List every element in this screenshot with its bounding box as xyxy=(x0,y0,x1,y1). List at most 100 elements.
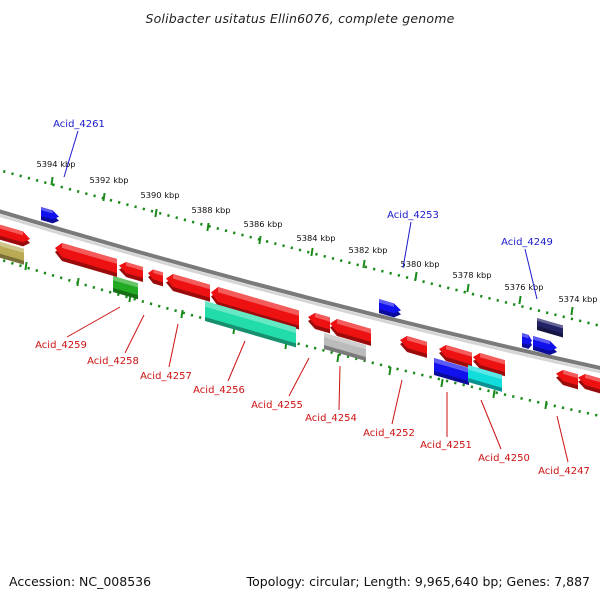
gene-plus-small xyxy=(522,333,532,349)
genome-summary-text: Topology: circular; Length: 9,965,640 bp… xyxy=(246,574,590,589)
scale-tick-inner-9 xyxy=(492,389,496,399)
gene-label-Acid_4259: Acid_4259 xyxy=(35,340,87,351)
gene-plus-small-highlight xyxy=(522,333,529,339)
scale-tick-outer-4 xyxy=(258,235,262,245)
gene-minus-4252 xyxy=(400,336,427,358)
scale-tick-inner-1 xyxy=(76,277,80,287)
scale-tick-inner-10 xyxy=(544,400,548,410)
scale-tick-inner-6 xyxy=(336,353,340,363)
gene-minus-4256-highlight xyxy=(218,287,299,316)
gene-label-Acid_4261: Acid_4261 xyxy=(53,119,105,130)
scale-tick-outer-1 xyxy=(102,192,106,202)
scale-tick-outer-8 xyxy=(466,283,470,293)
gene-plus-4261 xyxy=(41,207,59,224)
scale-tick-outer-7 xyxy=(414,271,418,281)
gene-blue-4251 xyxy=(434,358,469,386)
gene-minus-4251-highlight xyxy=(446,345,472,357)
scale-tick-outer-3 xyxy=(206,222,210,232)
gene-minus-4254 xyxy=(330,319,371,346)
scale-tick-outer-5 xyxy=(310,247,314,257)
scale-tick-inner-8 xyxy=(440,378,444,388)
gene-cyan-4250-highlight xyxy=(468,365,502,380)
gene-minus-4254-highlight xyxy=(337,319,371,334)
gene-plus-4249 xyxy=(533,336,557,355)
gene-minus-4247b-highlight xyxy=(585,374,600,383)
scale-label-10: 5374 kbp xyxy=(558,294,597,304)
gene-minus-4259 xyxy=(55,243,117,277)
gene-label-Acid_4255: Acid_4255 xyxy=(251,400,303,411)
scale-label-1: 5392 kbp xyxy=(89,175,128,185)
scale-track-outer xyxy=(0,169,600,328)
gene-minus-4259-highlight xyxy=(62,243,117,264)
gene-minus-4251 xyxy=(439,345,472,369)
gene-labels: Acid_4261Acid_4253Acid_4249Acid_4259Acid… xyxy=(35,119,590,477)
leader-Acid_4258 xyxy=(124,314,145,354)
gene-label-Acid_4256: Acid_4256 xyxy=(193,385,245,396)
gene-minus-4247b xyxy=(578,374,600,394)
gene-minus-4247-highlight xyxy=(563,370,578,379)
gene-teal-4256-highlight xyxy=(205,301,296,333)
gene-minus-4255 xyxy=(308,313,330,334)
scale-label-2: 5390 kbp xyxy=(140,190,179,200)
backbone-shadow xyxy=(0,213,600,374)
leader-Acid_4249 xyxy=(524,248,538,300)
leader-Acid_4253 xyxy=(402,221,412,269)
gene-olive-edge xyxy=(0,241,24,265)
gene-minus-4251-face xyxy=(439,345,472,365)
gene-minus-4256-face xyxy=(211,287,299,326)
leader-Acid_4256 xyxy=(227,340,246,382)
leader-Acid_4255 xyxy=(288,357,310,397)
gene-navy-4249-highlight xyxy=(537,318,563,329)
scale-tick-outer-0 xyxy=(50,176,54,186)
leader-Acid_4257 xyxy=(168,323,179,368)
genome-backbone xyxy=(0,209,600,374)
scale-label-4: 5386 kbp xyxy=(243,219,282,229)
scale-label-3: 5388 kbp xyxy=(191,205,230,215)
gene-label-Acid_4253: Acid_4253 xyxy=(387,210,439,221)
gene-minus-4254-face xyxy=(330,319,371,342)
gene-minus-edge-highlight xyxy=(0,224,23,236)
gene-navy-4249 xyxy=(537,318,563,338)
leader-Acid_4250 xyxy=(480,399,502,450)
gene-label-Acid_4258: Acid_4258 xyxy=(87,356,139,367)
accession-text: Accession: NC_008536 xyxy=(9,574,151,589)
scale-label-7: 5380 kbp xyxy=(400,259,439,269)
leader-Acid_4259 xyxy=(66,306,121,338)
gene-blue-4251-highlight xyxy=(434,358,469,373)
leader-Acid_4252 xyxy=(391,379,403,425)
gene-plus-4261-highlight xyxy=(41,207,53,214)
gene-minus-4256a-highlight xyxy=(173,274,210,290)
gene-minus-4259-face xyxy=(55,243,117,273)
leader-Acid_4247 xyxy=(556,415,569,463)
scale-dots-outer xyxy=(0,169,600,328)
gene-plus-4253-highlight xyxy=(379,299,394,307)
gene-label-Acid_4249: Acid_4249 xyxy=(501,237,553,248)
scale-labels: 5394 kbp 5392 kbp 5390 kbp 5388 kbp 5386 kbp… xyxy=(36,159,597,304)
scale-tick-outer-9 xyxy=(518,295,522,305)
scale-label-5: 5384 kbp xyxy=(296,233,335,243)
gene-plus-4253 xyxy=(379,299,401,318)
gene-green-4258-highlight xyxy=(113,276,138,288)
gene-plus-4249-highlight xyxy=(533,336,550,345)
gene-label-Acid_4250: Acid_4250 xyxy=(478,453,530,464)
gene-minus-4256 xyxy=(211,287,299,330)
gene-grey-4254-highlight xyxy=(324,333,366,350)
gene-minus-4247 xyxy=(556,370,578,390)
gene-minus-4250 xyxy=(473,353,505,377)
gene-minus-4257-highlight xyxy=(153,269,163,276)
scale-label-9: 5376 kbp xyxy=(504,282,543,292)
gene-minus-4259b-highlight xyxy=(126,262,143,271)
gene-label-leaders xyxy=(63,130,569,463)
gene-label-Acid_4254: Acid_4254 xyxy=(305,413,357,424)
gene-label-Acid_4251: Acid_4251 xyxy=(420,440,472,451)
gene-label-Acid_4257: Acid_4257 xyxy=(140,371,192,382)
gene-minus-4259b xyxy=(119,262,143,282)
scale-tick-inner-3 xyxy=(180,309,184,319)
backbone-line xyxy=(0,209,600,370)
gene-minus-4252-highlight xyxy=(407,336,427,347)
scale-label-6: 5382 kbp xyxy=(348,245,387,255)
gene-teal-4256 xyxy=(205,301,296,348)
gene-label-Acid_4247: Acid_4247 xyxy=(538,466,590,477)
gene-label-Acid_4252: Acid_4252 xyxy=(363,428,415,439)
leader-Acid_4254 xyxy=(338,365,341,411)
